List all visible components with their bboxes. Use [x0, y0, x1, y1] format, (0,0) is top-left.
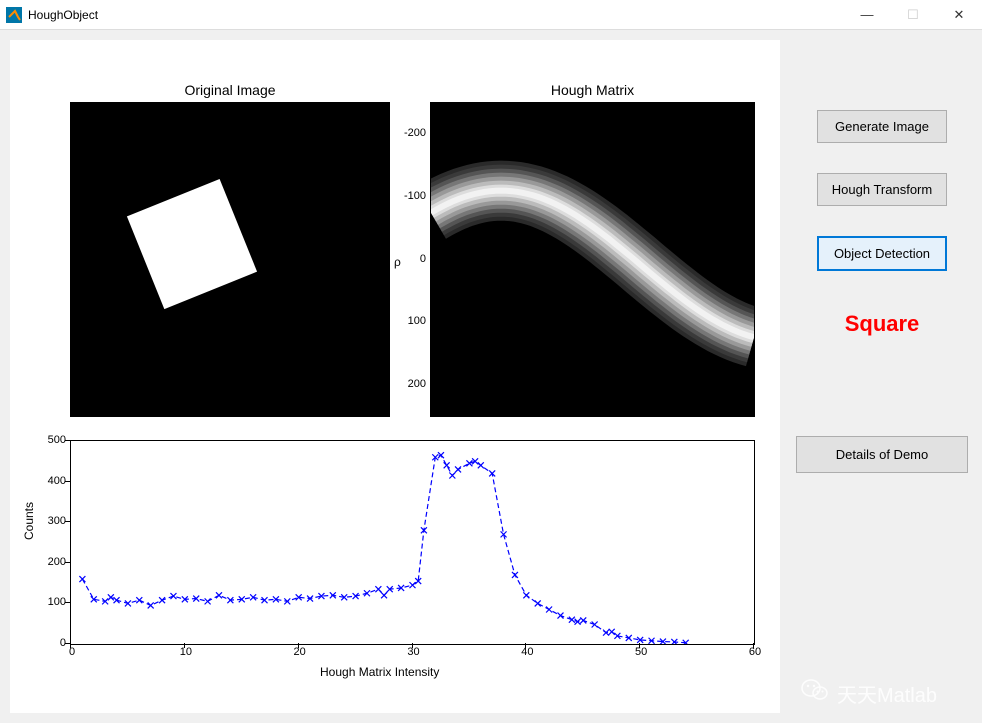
result-label: Square — [796, 311, 968, 337]
matlab-icon — [6, 7, 22, 23]
axes2-title: Hough Matrix — [430, 82, 755, 98]
figure-area: Original Image Hough Matrix ρ Hough Matr… — [10, 40, 780, 713]
close-button[interactable]: ✕ — [936, 0, 982, 30]
hough-transform-button[interactable]: Hough Transform — [817, 173, 947, 206]
details-of-demo-button[interactable]: Details of Demo — [796, 436, 968, 473]
axes-intensity-chart — [70, 440, 755, 645]
figure-content: Original Image Hough Matrix ρ Hough Matr… — [0, 30, 982, 723]
button-panel: Generate Image Hough Transform Object De… — [796, 110, 968, 337]
wechat-icon — [801, 678, 829, 708]
axes1-title: Original Image — [70, 82, 390, 98]
axes-original-image — [70, 102, 390, 417]
axes3-xlabel: Hough Matrix Intensity — [320, 665, 439, 679]
window-title: HoughObject — [28, 8, 98, 22]
minimize-button[interactable]: — — [844, 0, 890, 30]
axes3-ylabel: Counts — [22, 502, 36, 540]
object-detection-button[interactable]: Object Detection — [817, 236, 947, 271]
watermark: 天天Matlab — [801, 678, 937, 708]
axes-hough-matrix — [430, 102, 755, 417]
generate-image-button[interactable]: Generate Image — [817, 110, 947, 143]
titlebar: HoughObject — ☐ ✕ — [0, 0, 982, 30]
watermark-text: 天天Matlab — [837, 679, 937, 708]
maximize-button[interactable]: ☐ — [890, 0, 936, 30]
window-controls: — ☐ ✕ — [844, 0, 982, 30]
